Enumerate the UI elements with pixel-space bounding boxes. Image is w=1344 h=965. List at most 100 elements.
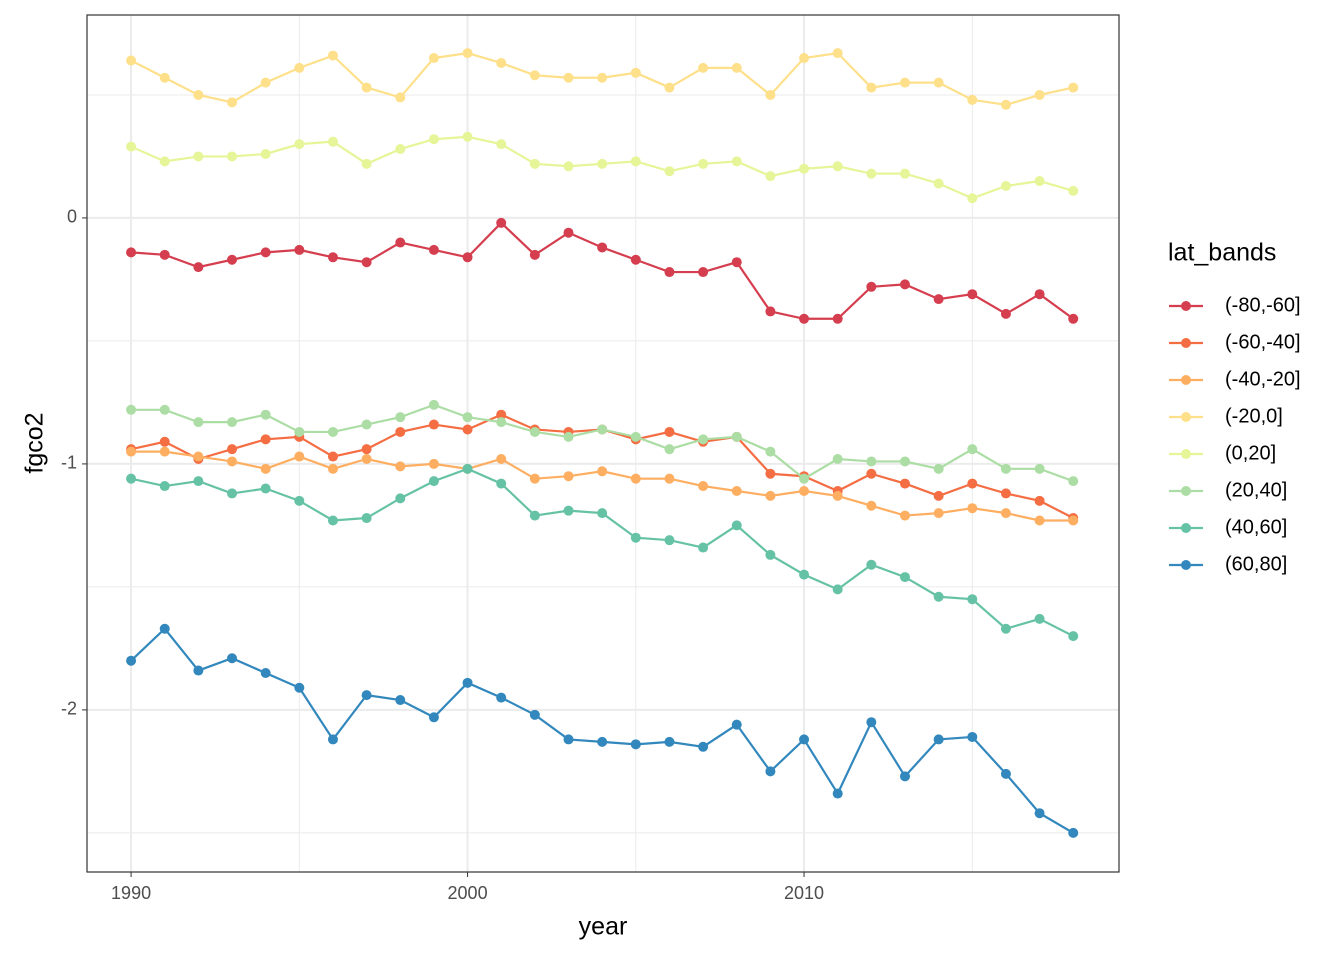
legend-label: (-20,0] [1225,405,1283,427]
data-point [1000,308,1011,319]
data-point [227,151,238,162]
data-point [395,144,406,155]
data-point [799,313,810,324]
legend-point [1181,560,1191,570]
data-point [664,426,675,437]
data-point [563,227,574,238]
data-point [496,217,507,228]
data-point [597,736,608,747]
data-point [765,306,776,317]
data-point [563,431,574,442]
data-point [294,139,305,150]
data-point [428,244,439,255]
data-point [1034,495,1045,506]
data-point [428,134,439,145]
data-point [260,148,271,159]
data-point [327,451,338,462]
data-point [698,158,709,169]
legend-title: lat_bands [1168,239,1276,267]
data-point [698,741,709,752]
legend-label: (-60,-40] [1225,331,1301,353]
data-point [361,158,372,169]
data-point [529,426,540,437]
data-point [765,490,776,501]
data-point [1034,176,1045,187]
data-point [630,431,641,442]
data-point [832,161,843,172]
data-point [193,89,204,100]
x-axis-label: year [579,913,628,941]
data-point [193,665,204,676]
data-point [698,434,709,445]
data-point [126,655,137,666]
data-point [260,668,271,679]
data-point [294,682,305,693]
data-point [227,97,238,108]
data-point [1000,768,1011,779]
data-point [361,453,372,464]
data-point [1034,289,1045,300]
data-point [799,473,810,484]
data-point [630,156,641,167]
y-axis-label: fgco2 [21,412,49,473]
data-point [260,463,271,474]
data-point [1000,463,1011,474]
data-point [260,434,271,445]
data-point [327,463,338,474]
data-point [866,500,877,511]
data-point [731,719,742,730]
data-point [159,436,170,447]
data-point [126,473,137,484]
data-point [193,451,204,462]
data-point [126,141,137,152]
data-point [361,690,372,701]
data-point [563,734,574,745]
plot-border [86,14,1120,873]
data-point [260,247,271,258]
data-point [1068,185,1079,196]
data-point [529,473,540,484]
data-point [395,493,406,504]
data-point [933,490,944,501]
data-point [294,451,305,462]
series [126,399,1079,487]
data-point [597,242,608,253]
data-point [933,77,944,88]
data-point [529,510,540,521]
legend-point [1181,486,1191,496]
data-point [597,424,608,435]
legend-label: (0,20] [1225,442,1276,464]
data-point [765,89,776,100]
data-point [159,156,170,167]
data-point [731,62,742,73]
data-point [899,456,910,467]
y-tick-label: 0 [67,207,77,227]
legend-label: (40,60] [1225,516,1287,538]
data-point [899,77,910,88]
data-point [462,677,473,688]
data-point [294,62,305,73]
data-point [395,695,406,706]
data-point [294,426,305,437]
data-point [1068,476,1079,487]
legend-point [1181,301,1191,311]
data-point [159,249,170,260]
data-point [227,653,238,664]
x-tick-label: 1990 [111,883,151,903]
data-point [664,267,675,278]
data-point [193,417,204,428]
data-point [899,168,910,179]
series [126,48,1079,110]
data-point [731,431,742,442]
data-point [496,139,507,150]
data-point [1068,515,1079,526]
data-point [967,503,978,514]
data-point [597,72,608,83]
legend-point [1181,338,1191,348]
data-point [664,736,675,747]
data-point [899,771,910,782]
data-point [967,94,978,105]
data-point [462,131,473,142]
data-point [866,281,877,292]
